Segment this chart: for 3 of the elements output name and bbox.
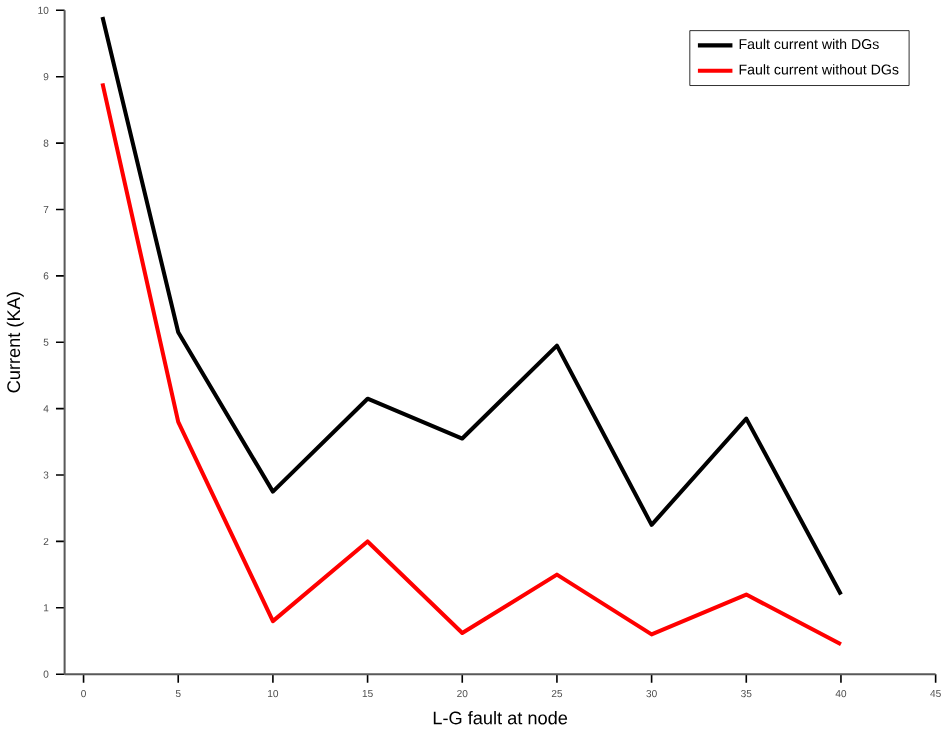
y-axis-title: Current (KA)	[6, 292, 24, 393]
x-axis-title: L-G fault at node	[433, 711, 568, 725]
line-series	[100, 81, 843, 647]
